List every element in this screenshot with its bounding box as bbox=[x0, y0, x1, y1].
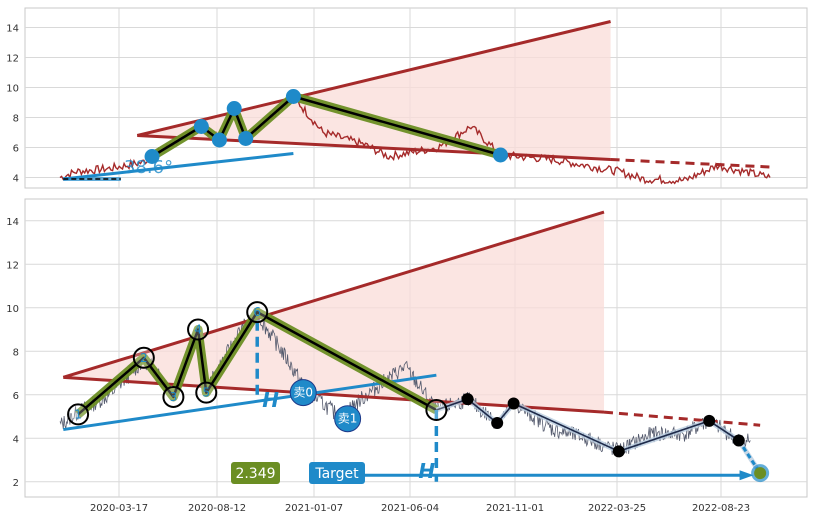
top-panel: 4 6 8 10 12 14 38.6° bbox=[6, 7, 808, 189]
target-value-text: 2.349 bbox=[235, 466, 275, 482]
pattern-point bbox=[211, 132, 227, 148]
pattern-point bbox=[226, 101, 242, 116]
pattern-point-label: 5 bbox=[202, 386, 210, 400]
pattern-point bbox=[193, 119, 209, 134]
pattern-point bbox=[144, 149, 160, 164]
projection-point bbox=[612, 445, 625, 458]
support-line bbox=[63, 373, 437, 432]
top_panel-y-tick-label: 14 bbox=[6, 24, 19, 35]
h-label: H bbox=[262, 388, 279, 412]
x-axis-ticks: 2020-03-17 2020-08-12 2021-01-07 2021-06-04… bbox=[90, 503, 750, 514]
projection-point bbox=[461, 393, 474, 406]
projection-point bbox=[703, 414, 716, 427]
target-arrow-head bbox=[739, 470, 754, 481]
pattern-line bbox=[77, 310, 437, 416]
upper-trendline bbox=[62, 210, 605, 379]
pattern-point-label: 3 bbox=[170, 390, 178, 404]
x-tick-label: 2021-11-01 bbox=[486, 503, 544, 514]
target-value-badge bbox=[231, 462, 280, 484]
bottom_panel-y-tick-label: 4 bbox=[13, 434, 19, 445]
sell-marker-label: 卖0 bbox=[293, 386, 313, 400]
target-label-badge bbox=[309, 462, 365, 484]
x-tick-label: 2022-08-23 bbox=[692, 503, 750, 514]
pattern-point bbox=[187, 318, 210, 341]
pattern-point-label: 4 bbox=[194, 323, 202, 337]
pattern-point bbox=[285, 89, 301, 104]
pattern-point bbox=[238, 131, 254, 146]
pattern-point bbox=[492, 147, 508, 163]
pattern-point-label: 2 bbox=[140, 351, 148, 365]
sell-marker bbox=[334, 405, 362, 433]
top_panel-y-tick-label: 4 bbox=[13, 174, 19, 185]
top_panel-y-tick-label: 12 bbox=[6, 54, 19, 65]
target-label-text: Target bbox=[314, 466, 359, 482]
pattern-point bbox=[67, 403, 90, 426]
pattern-point bbox=[195, 381, 218, 404]
top_panel-y-tick-label: 10 bbox=[6, 84, 19, 95]
bottom_panel-y-tick-label: 6 bbox=[13, 391, 19, 402]
pattern-point-label: 6 bbox=[253, 305, 261, 319]
lower-trendline-extension bbox=[610, 158, 771, 169]
x-tick-label: 2022-03-25 bbox=[588, 503, 646, 514]
h-label: H bbox=[418, 459, 435, 483]
sell-marker-label: 卖1 bbox=[338, 412, 358, 426]
bottom_panel-y-tick-label: 14 bbox=[6, 217, 19, 228]
bottom_panel-y-tick-label: 8 bbox=[13, 347, 19, 358]
upper-trendline bbox=[136, 20, 611, 137]
projection-point bbox=[732, 434, 745, 447]
angle-label: 38.6° bbox=[124, 157, 173, 178]
projection-point bbox=[491, 417, 504, 430]
pattern-point-label: 1 bbox=[74, 407, 82, 421]
target-end-point bbox=[754, 467, 767, 480]
x-tick-label: 2021-01-07 bbox=[285, 503, 343, 514]
top_panel-y-tick-label: 6 bbox=[13, 144, 19, 155]
x-tick-label: 2021-06-04 bbox=[381, 503, 439, 514]
lower-trendline-extension bbox=[603, 410, 761, 427]
sell-marker bbox=[289, 379, 317, 407]
projection-point bbox=[507, 397, 520, 410]
x-tick-label: 2020-03-17 bbox=[90, 503, 148, 514]
top_panel-y-tick-label: 8 bbox=[13, 114, 19, 125]
bottom_panel-y-tick-label: 2 bbox=[13, 478, 19, 489]
pattern-point bbox=[246, 301, 269, 324]
pattern-point bbox=[132, 346, 155, 369]
support-line bbox=[63, 152, 294, 181]
x-tick-label: 2020-08-12 bbox=[188, 503, 246, 514]
pattern-point bbox=[162, 385, 185, 408]
pattern-point bbox=[425, 398, 448, 421]
bottom_panel-y-tick-label: 12 bbox=[6, 260, 19, 271]
bottom_panel-y-tick-label: 10 bbox=[6, 304, 19, 315]
